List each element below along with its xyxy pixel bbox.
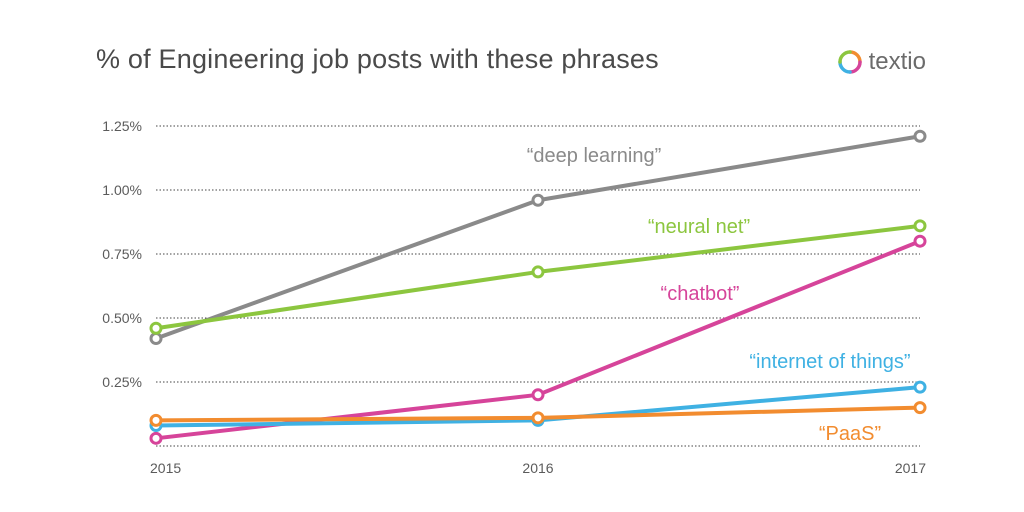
data-point [531, 193, 545, 207]
data-point [913, 219, 927, 233]
x-tick-label: 2017 [895, 460, 926, 476]
grid-lines [156, 125, 920, 447]
y-axis-ticks: 0.25% 0.50% 0.75% 1.00% 1.25% [102, 118, 142, 390]
x-axis-ticks: 2015 2016 2017 [150, 460, 926, 476]
series-label: “internet of things” [749, 351, 910, 373]
brand-logo: textio [837, 48, 926, 76]
y-tick-label: 1.25% [102, 118, 142, 134]
y-tick-label: 0.25% [102, 374, 142, 390]
data-point [149, 431, 163, 445]
y-tick-label: 0.75% [102, 246, 142, 262]
y-tick-label: 1.00% [102, 182, 142, 198]
brand-name: textio [868, 48, 926, 75]
data-point [149, 413, 163, 427]
series-label: “chatbot” [661, 283, 740, 305]
data-point [913, 401, 927, 415]
x-tick-label: 2015 [150, 460, 181, 476]
series-label: “PaaS” [819, 423, 881, 445]
series-labels: “deep learning” “neural net” “chatbot” “int… [527, 145, 911, 445]
series-label: “neural net” [648, 216, 750, 238]
data-point [531, 265, 545, 279]
textio-logo-icon [837, 50, 862, 74]
data-point [913, 380, 927, 394]
series-points [149, 129, 927, 445]
series-label: “deep learning” [527, 145, 662, 167]
data-point [149, 331, 163, 345]
chart-title: % of Engineering job posts with these ph… [96, 44, 659, 74]
y-tick-label: 0.50% [102, 310, 142, 326]
data-point [913, 234, 927, 248]
x-tick-label: 2016 [522, 460, 553, 476]
data-point [149, 321, 163, 335]
data-point [913, 129, 927, 143]
data-point [531, 411, 545, 425]
data-point [531, 388, 545, 402]
